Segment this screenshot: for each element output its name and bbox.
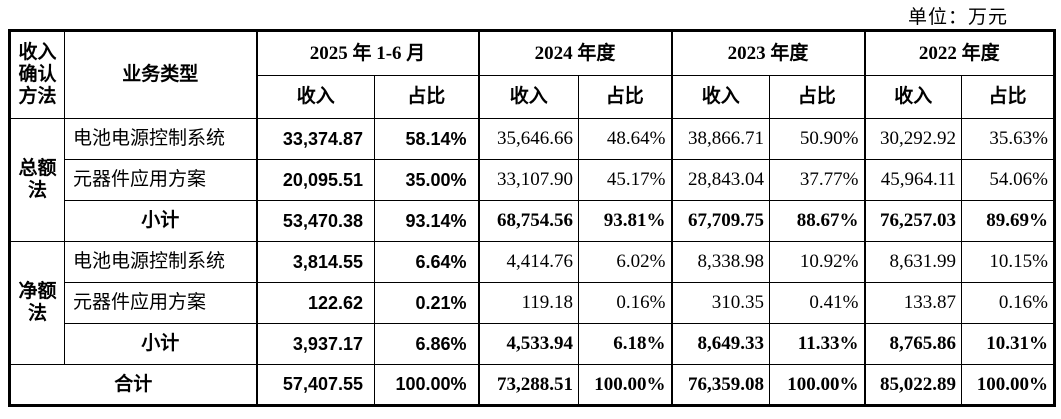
revenue-value: 38,866.71: [670, 118, 770, 160]
ratio-value: 93.14%: [374, 200, 479, 242]
header-revenue-2025: 收入: [255, 75, 375, 119]
ratio-value: 100.00%: [769, 364, 865, 406]
ratio-value: 0.21%: [374, 282, 479, 324]
revenue-value: 133.87: [863, 282, 962, 324]
revenue-value: 76,359.08: [670, 364, 770, 406]
header-revenue-2024: 收入: [477, 75, 579, 119]
method-label-gross: 总额法: [9, 118, 65, 242]
ratio-value: 45.17%: [578, 159, 672, 201]
subtotal-label: 小计: [64, 323, 257, 365]
header-revenue-2023: 收入: [670, 75, 770, 119]
revenue-value: 35,646.66: [477, 118, 579, 160]
revenue-value: 8,765.86: [863, 323, 962, 365]
revenue-value: 85,022.89: [863, 364, 962, 406]
header-row-periods: 收入确认方法 业务类型 2025 年 1-6 月 2024 年度 2023 年度…: [9, 30, 1055, 119]
ratio-value: 10.15%: [961, 241, 1055, 283]
revenue-value: 67,709.75: [670, 200, 770, 242]
revenue-value: 4,414.76: [477, 241, 579, 283]
ratio-value: 88.67%: [769, 200, 865, 242]
ratio-value: 11.33%: [769, 323, 865, 365]
ratio-value: 10.31%: [961, 323, 1055, 365]
method-label-net: 净额法: [9, 241, 65, 365]
ratio-value: 10.92%: [769, 241, 865, 283]
revenue-value: 310.35: [670, 282, 770, 324]
table-row-gross-components: 元器件应用方案 20,095.51 35.00% 33,107.90 45.17…: [10, 159, 1055, 201]
header-ratio-2022: 占比: [961, 75, 1055, 119]
table-row-net-battery: 净额法 电池电源控制系统 3,814.55 6.64% 4,414.76 6.0…: [9, 241, 1055, 365]
business-type-label: 元器件应用方案: [64, 159, 257, 201]
revenue-value: 119.18: [477, 282, 579, 324]
revenue-value: 4,533.94: [477, 323, 579, 365]
revenue-value: 76,257.03: [863, 200, 962, 242]
ratio-value: 6.86%: [374, 323, 479, 365]
table-row-grand-total: 合计 57,407.55 100.00% 73,288.51 100.00% 7…: [9, 364, 1055, 406]
revenue-value: 3,814.55: [255, 241, 375, 283]
ratio-value: 100.00%: [374, 364, 479, 406]
revenue-value: 57,407.55: [255, 364, 375, 406]
ratio-value: 6.64%: [374, 241, 479, 283]
revenue-value: 33,374.87: [255, 118, 375, 160]
ratio-value: 6.18%: [578, 323, 672, 365]
ratio-value: 58.14%: [374, 118, 479, 160]
header-revenue-2022: 收入: [863, 75, 962, 119]
business-type-label: 元器件应用方案: [64, 282, 257, 324]
header-period-2025: 2025 年 1-6 月: [255, 30, 479, 76]
header-row-subcolumns: 收入 占比 收入 占比 收入 占比 收入 占比: [10, 75, 1055, 119]
header-ratio-2025: 占比: [374, 75, 479, 119]
revenue-value: 68,754.56: [477, 200, 579, 242]
ratio-value: 50.90%: [769, 118, 865, 160]
revenue-value: 8,649.33: [670, 323, 770, 365]
table-row-net-subtotal: 小计 3,937.17 6.86% 4,533.94 6.18% 8,649.3…: [10, 323, 1055, 365]
ratio-value: 0.16%: [578, 282, 672, 324]
ratio-value: 6.02%: [578, 241, 672, 283]
header-ratio-2024: 占比: [578, 75, 672, 119]
revenue-value: 8,338.98: [670, 241, 770, 283]
header-ratio-2023: 占比: [769, 75, 865, 119]
ratio-value: 37.77%: [769, 159, 865, 201]
revenue-value: 73,288.51: [477, 364, 579, 406]
revenue-value: 3,937.17: [255, 323, 375, 365]
subtotal-label: 小计: [64, 200, 257, 242]
revenue-table: 收入确认方法 业务类型 2025 年 1-6 月 2024 年度 2023 年度…: [8, 29, 1056, 407]
header-period-2022: 2022 年度: [863, 30, 1055, 76]
revenue-value: 33,107.90: [477, 159, 579, 201]
table-row-gross-battery: 总额法 电池电源控制系统 33,374.87 58.14% 35,646.66 …: [9, 118, 1055, 242]
ratio-value: 54.06%: [961, 159, 1055, 201]
ratio-value: 35.00%: [374, 159, 479, 201]
revenue-value: 20,095.51: [255, 159, 375, 201]
revenue-value: 28,843.04: [670, 159, 770, 201]
table-row-gross-subtotal: 小计 53,470.38 93.14% 68,754.56 93.81% 67,…: [10, 200, 1055, 242]
ratio-value: 48.64%: [578, 118, 672, 160]
business-type-label: 电池电源控制系统: [64, 118, 257, 160]
revenue-value: 30,292.92: [863, 118, 962, 160]
revenue-value: 45,964.11: [863, 159, 962, 201]
ratio-value: 89.69%: [961, 200, 1055, 242]
ratio-value: 93.81%: [578, 200, 672, 242]
ratio-value: 0.41%: [769, 282, 865, 324]
ratio-value: 0.16%: [961, 282, 1055, 324]
business-type-label: 电池电源控制系统: [64, 241, 257, 283]
header-method: 收入确认方法: [9, 30, 65, 119]
grand-total-label: 合计: [9, 364, 257, 406]
ratio-value: 100.00%: [961, 364, 1055, 406]
ratio-value: 35.63%: [961, 118, 1055, 160]
unit-label: 单位：万元: [907, 7, 1008, 28]
table-row-net-components: 元器件应用方案 122.62 0.21% 119.18 0.16% 310.35…: [10, 282, 1055, 324]
revenue-value: 122.62: [255, 282, 375, 324]
header-period-2023: 2023 年度: [670, 30, 865, 76]
revenue-value: 53,470.38: [255, 200, 375, 242]
ratio-value: 100.00%: [578, 364, 672, 406]
header-period-2024: 2024 年度: [477, 30, 672, 76]
revenue-value: 8,631.99: [863, 241, 962, 283]
header-business-type: 业务类型: [64, 30, 257, 119]
